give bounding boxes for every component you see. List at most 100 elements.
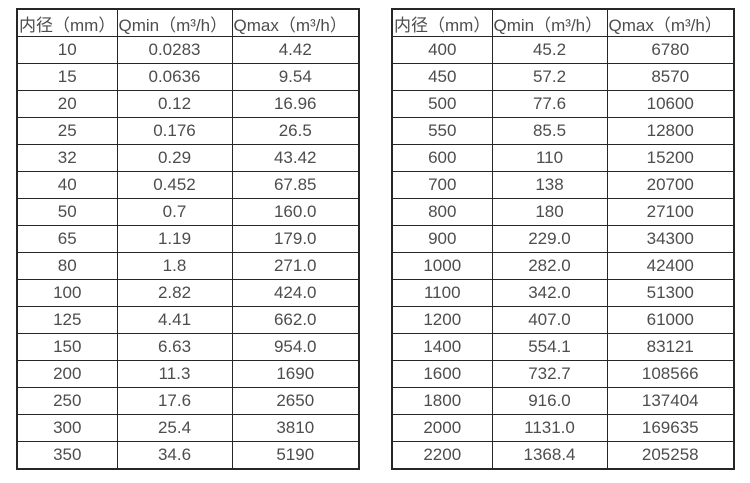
table-cell: 250 bbox=[16, 387, 118, 415]
column-header-inner-diameter: 内径（mm） bbox=[16, 8, 118, 37]
table-cell: 6.63 bbox=[116, 333, 233, 361]
table-cell: 732.7 bbox=[491, 360, 608, 388]
table-cell: 138 bbox=[491, 171, 608, 199]
table-cell: 10 bbox=[16, 36, 118, 64]
table-cell: 800 bbox=[391, 198, 493, 226]
table-cell: 916.0 bbox=[491, 387, 608, 415]
table-cell: 9.54 bbox=[231, 63, 360, 91]
table-cell: 40 bbox=[16, 171, 118, 199]
table-cell: 554.1 bbox=[491, 333, 608, 361]
table-cell: 0.12 bbox=[116, 90, 233, 118]
table-cell: 80 bbox=[16, 252, 118, 280]
table-cell: 45.2 bbox=[491, 36, 608, 64]
table-cell: 1690 bbox=[231, 360, 360, 388]
table-cell: 342.0 bbox=[491, 279, 608, 307]
table-cell: 400 bbox=[391, 36, 493, 64]
table-cell: 100 bbox=[16, 279, 118, 307]
table-cell: 424.0 bbox=[231, 279, 360, 307]
table-row: 2200 1368.4 205258 bbox=[391, 441, 735, 470]
table-cell: 5190 bbox=[231, 441, 360, 470]
table-cell: 350 bbox=[16, 441, 118, 470]
table-cell: 0.0636 bbox=[116, 63, 233, 91]
table-row: 450 57.2 8570 bbox=[391, 63, 735, 91]
table-cell: 25.4 bbox=[116, 414, 233, 442]
table-cell: 700 bbox=[391, 171, 493, 199]
table-cell: 150 bbox=[16, 333, 118, 361]
table-row: 1800 916.0 137404 bbox=[391, 387, 735, 415]
table-cell: 271.0 bbox=[231, 252, 360, 280]
table-cell: 0.176 bbox=[116, 117, 233, 145]
table-row: 600 110 15200 bbox=[391, 144, 735, 172]
table-cell: 0.0283 bbox=[116, 36, 233, 64]
table-row: 20 0.12 16.96 bbox=[16, 90, 360, 118]
table-cell: 600 bbox=[391, 144, 493, 172]
table-cell: 16.96 bbox=[231, 90, 360, 118]
table-cell: 1000 bbox=[391, 252, 493, 280]
table-cell: 160.0 bbox=[231, 198, 360, 226]
table-cell: 2650 bbox=[231, 387, 360, 415]
table-cell: 15 bbox=[16, 63, 118, 91]
column-header-qmin: Qmin（m³/h） bbox=[491, 8, 608, 37]
table-cell: 282.0 bbox=[491, 252, 608, 280]
table-cell: 11.3 bbox=[116, 360, 233, 388]
column-header-inner-diameter: 内径（mm） bbox=[391, 8, 493, 37]
table-cell: 1600 bbox=[391, 360, 493, 388]
table-cell: 43.42 bbox=[231, 144, 360, 172]
table-cell: 407.0 bbox=[491, 306, 608, 334]
table-cell: 1368.4 bbox=[491, 441, 608, 470]
table-cell: 0.7 bbox=[116, 198, 233, 226]
column-header-qmax: Qmax（m³/h） bbox=[606, 8, 735, 37]
table-cell: 1100 bbox=[391, 279, 493, 307]
table-cell: 110 bbox=[491, 144, 608, 172]
flow-rate-table-large-diameters: 内径（mm） Qmin（m³/h） Qmax（m³/h） 400 45.2 6780… bbox=[391, 8, 735, 470]
table-cell: 300 bbox=[16, 414, 118, 442]
table-cell: 0.452 bbox=[116, 171, 233, 199]
table-row: 80 1.8 271.0 bbox=[16, 252, 360, 280]
table-cell: 229.0 bbox=[491, 225, 608, 253]
table-row: 500 77.6 10600 bbox=[391, 90, 735, 118]
table-cell: 57.2 bbox=[491, 63, 608, 91]
table-row: 2000 1131.0 169635 bbox=[391, 414, 735, 442]
table-row: 1600 732.7 108566 bbox=[391, 360, 735, 388]
table-cell: 1200 bbox=[391, 306, 493, 334]
table-cell: 25 bbox=[16, 117, 118, 145]
table-row: 40 0.452 67.85 bbox=[16, 171, 360, 199]
table-row: 700 138 20700 bbox=[391, 171, 735, 199]
table-row: 1200 407.0 61000 bbox=[391, 306, 735, 334]
table-cell: 1800 bbox=[391, 387, 493, 415]
table-body: 10 0.0283 4.42 15 0.0636 9.54 20 0.12 16.96 25 0.1… bbox=[16, 36, 360, 470]
table-cell: 67.85 bbox=[231, 171, 360, 199]
table-row: 100 2.82 424.0 bbox=[16, 279, 360, 307]
table-cell: 108566 bbox=[606, 360, 735, 388]
column-header-qmin: Qmin（m³/h） bbox=[116, 8, 233, 37]
table-cell: 179.0 bbox=[231, 225, 360, 253]
table-cell: 42400 bbox=[606, 252, 735, 280]
table-cell: 169635 bbox=[606, 414, 735, 442]
table-cell: 17.6 bbox=[116, 387, 233, 415]
table-cell: 180 bbox=[491, 198, 608, 226]
table-cell: 8570 bbox=[606, 63, 735, 91]
table-cell: 51300 bbox=[606, 279, 735, 307]
table-cell: 0.29 bbox=[116, 144, 233, 172]
table-cell: 26.5 bbox=[231, 117, 360, 145]
table-cell: 500 bbox=[391, 90, 493, 118]
table-row: 1000 282.0 42400 bbox=[391, 252, 735, 280]
table-cell: 4.41 bbox=[116, 306, 233, 334]
table-cell: 20 bbox=[16, 90, 118, 118]
table-cell: 1400 bbox=[391, 333, 493, 361]
table-cell: 61000 bbox=[606, 306, 735, 334]
table-row: 400 45.2 6780 bbox=[391, 36, 735, 64]
table-cell: 1131.0 bbox=[491, 414, 608, 442]
table-row: 15 0.0636 9.54 bbox=[16, 63, 360, 91]
table-row: 65 1.19 179.0 bbox=[16, 225, 360, 253]
table-row: 32 0.29 43.42 bbox=[16, 144, 360, 172]
flow-rate-table-small-diameters: 内径（mm） Qmin（m³/h） Qmax（m³/h） 10 0.0283 4.4… bbox=[16, 8, 360, 470]
table-header-row: 内径（mm） Qmin（m³/h） Qmax（m³/h） bbox=[16, 8, 360, 37]
table-cell: 6780 bbox=[606, 36, 735, 64]
table-cell: 137404 bbox=[606, 387, 735, 415]
table-row: 50 0.7 160.0 bbox=[16, 198, 360, 226]
table-cell: 205258 bbox=[606, 441, 735, 470]
table-cell: 125 bbox=[16, 306, 118, 334]
table-row: 10 0.0283 4.42 bbox=[16, 36, 360, 64]
